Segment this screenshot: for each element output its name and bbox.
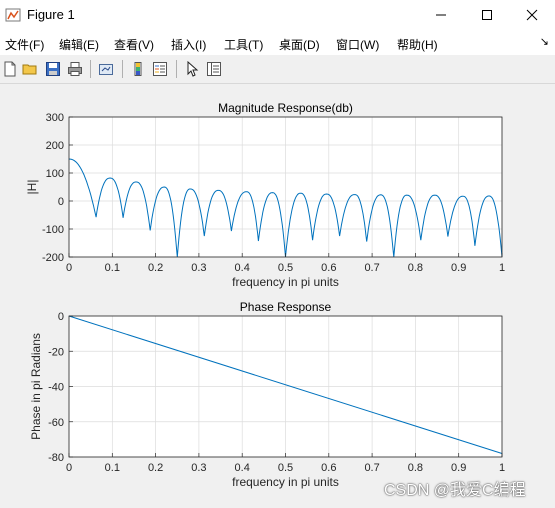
- magnitude-series-line: [68, 158, 503, 258]
- x-tick-label: 0.5: [278, 262, 293, 274]
- minimize-button[interactable]: [418, 0, 464, 30]
- menu-desktop[interactable]: 桌面(D): [279, 38, 320, 52]
- menu-bar: 文件(F) 编辑(E) 查看(V) 插入(I) 工具(T) 桌面(D) 窗口(W…: [0, 30, 555, 55]
- magnitude-title: Magnitude Response(db): [218, 101, 353, 115]
- y-tick-label: 300: [46, 112, 64, 124]
- dock-arrow-icon[interactable]: ↘: [539, 36, 549, 48]
- toolbar-separator: [122, 60, 123, 78]
- x-tick-label: 0.9: [451, 462, 466, 474]
- open-file-button[interactable]: [20, 59, 40, 79]
- x-tick-label: 0.6: [321, 262, 336, 274]
- x-tick-label: 0.7: [364, 262, 379, 274]
- menu-help[interactable]: 帮助(H): [397, 38, 438, 52]
- y-tick-label: 0: [58, 196, 64, 208]
- matlab-figure-icon: [5, 8, 21, 22]
- x-tick-label: 0.4: [235, 262, 250, 274]
- phase-ticks: 0 0.1 0.2 0.3 0.4 0.5 0.6 0.7 0.8 0.9 1 0 -20 -40 -60 -…: [48, 311, 505, 474]
- print-button[interactable]: [65, 59, 85, 79]
- x-tick-label: 0.8: [408, 462, 423, 474]
- magnitude-ticks: 0 0.1 0.2 0.3 0.4 0.5 0.6 0.7 0.8 0.9 13002001000-…: [42, 112, 505, 274]
- phase-series-line: [68, 315, 503, 454]
- x-tick-label: 1: [499, 462, 505, 474]
- maximize-button[interactable]: [464, 0, 510, 30]
- close-button[interactable]: [509, 0, 555, 30]
- menu-view[interactable]: 查看(V): [114, 38, 154, 52]
- edit-plot-button[interactable]: [182, 59, 202, 79]
- x-tick-label: 0.3: [191, 462, 206, 474]
- legend-icon: [153, 62, 167, 76]
- y-tick-label: 100: [46, 168, 64, 180]
- x-tick-label: 0.3: [191, 262, 206, 274]
- folder-icon: [22, 64, 37, 75]
- x-tick-label: 0.7: [364, 462, 379, 474]
- minimize-icon: [436, 14, 446, 16]
- x-tick-label: 1: [499, 262, 505, 274]
- x-tick-label: 0.1: [105, 462, 120, 474]
- x-tick-label: 0.2: [148, 262, 163, 274]
- new-file-icon: [4, 61, 16, 77]
- link-plot-icon: [99, 64, 113, 75]
- close-icon: [526, 9, 538, 21]
- x-tick-label: 0.8: [408, 262, 423, 274]
- toolbar-separator: [90, 60, 91, 78]
- y-tick-label: -60: [48, 417, 64, 429]
- menu-insert[interactable]: 插入(I): [171, 38, 207, 52]
- phase-xlabel: frequency in pi units: [232, 475, 339, 489]
- y-tick-label: -200: [42, 252, 64, 264]
- phase-title: Phase Response: [240, 300, 332, 314]
- x-tick-label: 0.2: [148, 462, 163, 474]
- pointer-arrow-icon: [187, 61, 199, 77]
- x-tick-label: 0.5: [278, 462, 293, 474]
- save-icon: [46, 62, 60, 76]
- property-inspector-icon: [207, 62, 221, 76]
- save-button[interactable]: [43, 59, 63, 79]
- printer-icon: [68, 62, 82, 76]
- y-tick-label: 0: [58, 311, 64, 323]
- plots-svg: 0 0.1 0.2 0.3 0.4 0.5 0.6 0.7 0.8 0.9 13002001000-…: [25, 101, 505, 489]
- y-tick-label: -100: [42, 224, 64, 236]
- figure-toolbar: [0, 55, 555, 84]
- toolbar-separator: [176, 60, 177, 78]
- link-plot-button[interactable]: [96, 59, 116, 79]
- x-tick-label: 0: [66, 262, 72, 274]
- menu-file[interactable]: 文件(F): [5, 38, 45, 52]
- y-tick-label: -40: [48, 382, 64, 394]
- menu-tools[interactable]: 工具(T): [224, 38, 264, 52]
- window-title: Figure 1: [27, 7, 75, 22]
- menu-edit[interactable]: 编辑(E): [59, 38, 99, 52]
- magnitude-ylabel: |H|: [25, 180, 39, 195]
- new-figure-button[interactable]: [0, 59, 20, 79]
- x-tick-label: 0.6: [321, 462, 336, 474]
- y-tick-label: 200: [46, 140, 64, 152]
- magnitude-axes[interactable]: 0 0.1 0.2 0.3 0.4 0.5 0.6 0.7 0.8 0.9 13002001000-…: [25, 101, 505, 289]
- figure-canvas: 0 0.1 0.2 0.3 0.4 0.5 0.6 0.7 0.8 0.9 1 300 200 100 0-…: [0, 84, 555, 503]
- phase-ylabel: Phase in pi Radians: [29, 333, 43, 440]
- colorbar-icon: [134, 62, 142, 76]
- phase-axes[interactable]: 0 0.1 0.2 0.3 0.4 0.5 0.6 0.7 0.8 0.9 1 0 -20 -40 -60 -…: [29, 300, 505, 489]
- y-tick-label: -80: [48, 452, 64, 464]
- x-tick-label: 0.1: [105, 262, 120, 274]
- x-tick-label: 0: [66, 462, 72, 474]
- watermark-text: CSDN @我爱C编程: [384, 482, 526, 499]
- insert-colorbar-button[interactable]: [128, 59, 148, 79]
- magnitude-xlabel: frequency in pi units: [232, 275, 339, 289]
- x-tick-label: 0.9: [451, 262, 466, 274]
- y-tick-label: -20: [48, 346, 64, 358]
- x-tick-label: 0.4: [235, 462, 250, 474]
- property-inspector-button[interactable]: [204, 59, 224, 79]
- menu-window[interactable]: 窗口(W): [336, 38, 380, 52]
- title-bar: Figure 1: [0, 0, 555, 30]
- insert-legend-button[interactable]: [150, 59, 170, 79]
- maximize-icon: [482, 10, 492, 20]
